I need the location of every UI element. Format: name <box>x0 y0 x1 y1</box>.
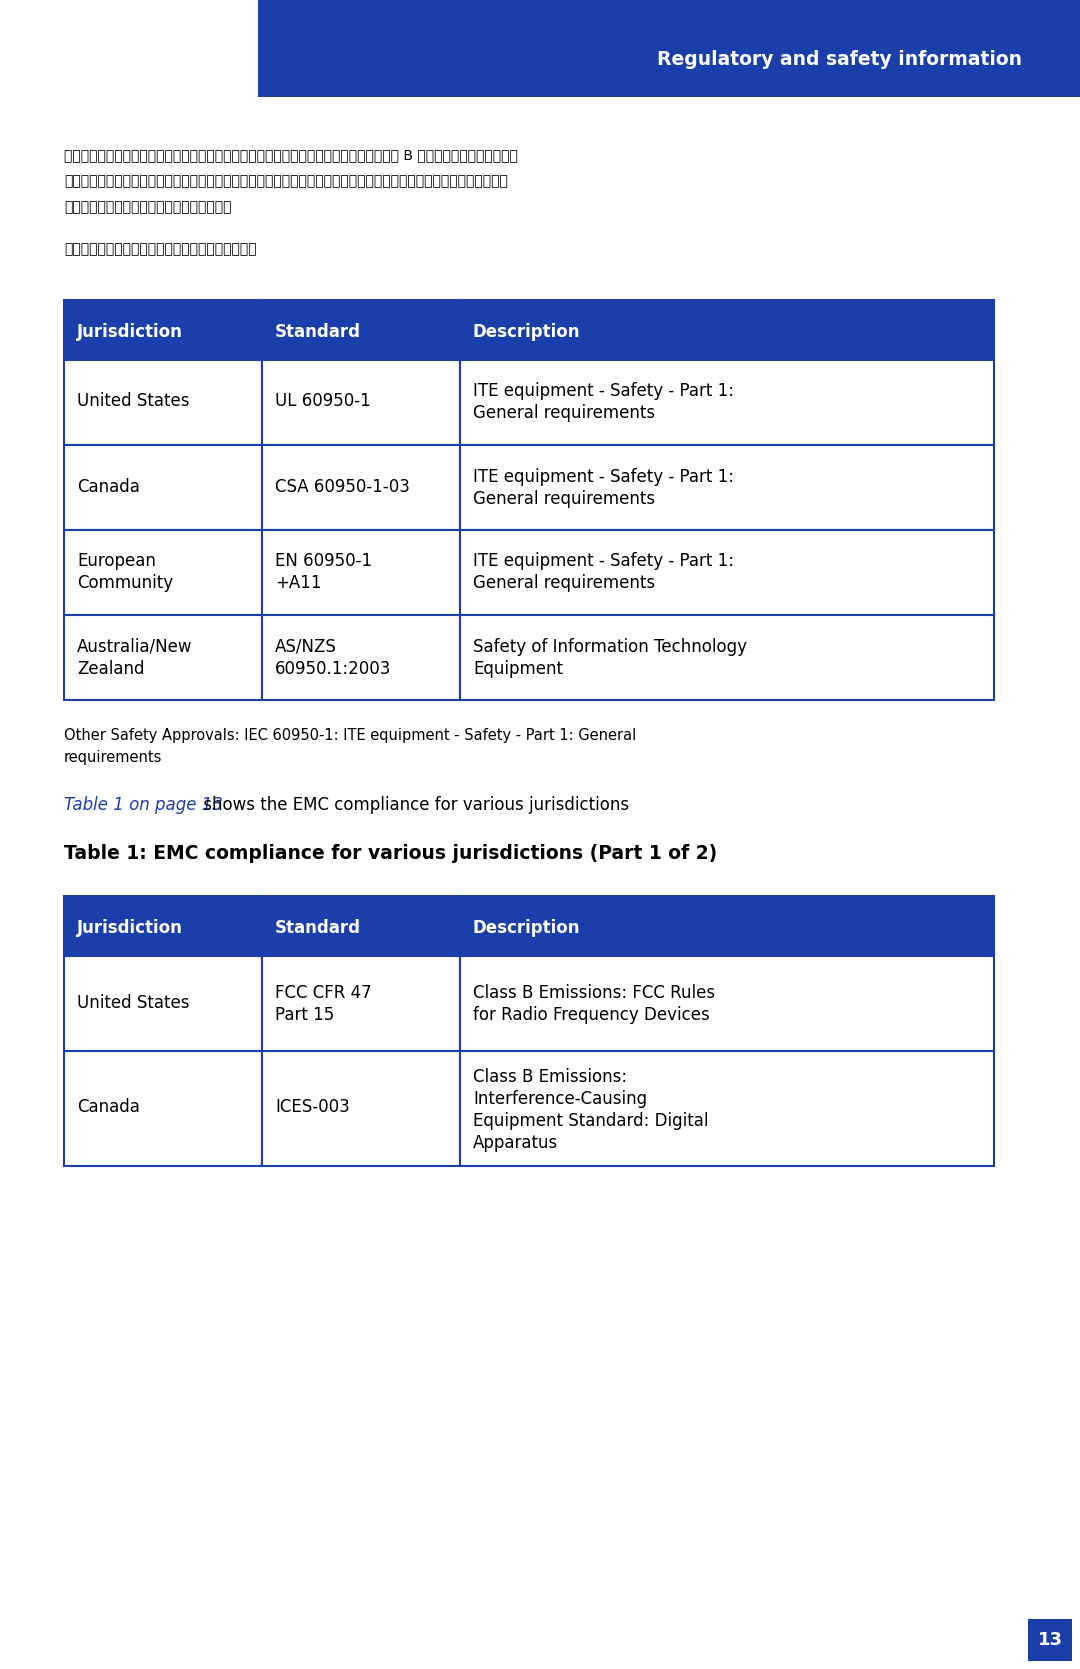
Bar <box>262 896 460 956</box>
Text: EN 60950-1: EN 60950-1 <box>275 552 373 571</box>
Text: 置は、家庭環境で使用することを目的としていますが、この装置がラジオやテレビジョン受信機に近接して使用される: 置は、家庭環境で使用することを目的としていますが、この装置がラジオやテレビジョン… <box>64 174 508 189</box>
Text: Safety of Information Technology: Safety of Information Technology <box>473 638 747 656</box>
Text: Other Safety Approvals: IEC 60950-1: ITE equipment - Safety - Part 1: General: Other Safety Approvals: IEC 60950-1: ITE… <box>64 728 636 743</box>
Bar <box>262 614 460 699</box>
Text: CSA 60950-1-03: CSA 60950-1-03 <box>275 477 410 496</box>
Bar <box>460 300 994 361</box>
Bar <box>64 300 262 361</box>
Bar <box>460 896 994 956</box>
Bar <box>64 446 262 531</box>
Text: 取扱説明書に従って正しい取り扱いをして下さい。: 取扱説明書に従って正しい取り扱いをして下さい。 <box>64 242 257 255</box>
Text: requirements: requirements <box>64 749 162 764</box>
Text: General requirements: General requirements <box>473 574 656 592</box>
Text: European: European <box>77 552 156 571</box>
Bar <box>64 956 262 1051</box>
Text: Zealand: Zealand <box>77 659 145 678</box>
Text: General requirements: General requirements <box>473 404 656 422</box>
Text: Class B Emissions: FCC Rules: Class B Emissions: FCC Rules <box>473 983 715 1001</box>
Bar <box>262 361 460 446</box>
Bar <box>64 896 262 956</box>
Bar <box>262 446 460 531</box>
Text: Standard: Standard <box>275 920 361 936</box>
Text: Interference-Causing: Interference-Causing <box>473 1090 647 1108</box>
Text: United States: United States <box>77 993 189 1011</box>
Text: Description: Description <box>473 920 581 936</box>
Bar <box>1028 1619 1072 1661</box>
Text: United States: United States <box>77 392 189 411</box>
Bar <box>460 531 994 614</box>
Text: この装置は、情報処理装置等電波障害自主規制協議会（ＶＣＣＩ）の基準に基づくクラス B 情報技術装置です。この装: この装置は、情報処理装置等電波障害自主規制協議会（ＶＣＣＩ）の基準に基づくクラス… <box>64 149 518 162</box>
Text: Class B Emissions:: Class B Emissions: <box>473 1068 627 1087</box>
Text: Jurisdiction: Jurisdiction <box>77 324 183 340</box>
Text: Equipment: Equipment <box>473 659 563 678</box>
Bar <box>460 1051 994 1167</box>
Text: Description: Description <box>473 324 581 340</box>
Text: Canada: Canada <box>77 1098 140 1117</box>
Text: FCC CFR 47: FCC CFR 47 <box>275 983 372 1001</box>
Bar <box>460 361 994 446</box>
Text: ICES-003: ICES-003 <box>275 1098 350 1117</box>
Bar <box>64 361 262 446</box>
Text: Canada: Canada <box>77 477 140 496</box>
Text: 60950.1:2003: 60950.1:2003 <box>275 659 391 678</box>
Text: General requirements: General requirements <box>473 489 656 507</box>
Bar <box>262 531 460 614</box>
Bar <box>64 531 262 614</box>
Text: shows the EMC compliance for various jurisdictions: shows the EMC compliance for various jur… <box>198 796 629 814</box>
Bar <box>64 1051 262 1167</box>
Text: Table 1 on page 13: Table 1 on page 13 <box>64 796 222 814</box>
Bar <box>258 0 1080 97</box>
Text: Apparatus: Apparatus <box>473 1135 558 1153</box>
Text: Equipment Standard: Digital: Equipment Standard: Digital <box>473 1113 708 1130</box>
Text: 13: 13 <box>1038 1631 1063 1649</box>
Bar <box>262 956 460 1051</box>
Text: Table 1: EMC compliance for various jurisdictions (Part 1 of 2): Table 1: EMC compliance for various juri… <box>64 845 717 863</box>
Text: Jurisdiction: Jurisdiction <box>77 920 183 936</box>
Text: ITE equipment - Safety - Part 1:: ITE equipment - Safety - Part 1: <box>473 467 734 486</box>
Bar <box>460 956 994 1051</box>
Text: Regulatory and safety information: Regulatory and safety information <box>657 50 1022 70</box>
Bar <box>262 300 460 361</box>
Bar <box>460 614 994 699</box>
Bar <box>460 446 994 531</box>
Text: +A11: +A11 <box>275 574 322 592</box>
Text: for Radio Frequency Devices: for Radio Frequency Devices <box>473 1005 710 1023</box>
Text: Part 15: Part 15 <box>275 1005 334 1023</box>
Text: AS/NZS: AS/NZS <box>275 638 337 656</box>
Bar <box>262 1051 460 1167</box>
Text: Australia/New: Australia/New <box>77 638 192 656</box>
Text: Standard: Standard <box>275 324 361 340</box>
Text: Community: Community <box>77 574 173 592</box>
Text: ITE equipment - Safety - Part 1:: ITE equipment - Safety - Part 1: <box>473 382 734 401</box>
Text: UL 60950-1: UL 60950-1 <box>275 392 370 411</box>
Text: ITE equipment - Safety - Part 1:: ITE equipment - Safety - Part 1: <box>473 552 734 571</box>
Bar <box>64 614 262 699</box>
Text: と、受信障害を引き起こすことがあります。: と、受信障害を引き起こすことがあります。 <box>64 200 231 214</box>
